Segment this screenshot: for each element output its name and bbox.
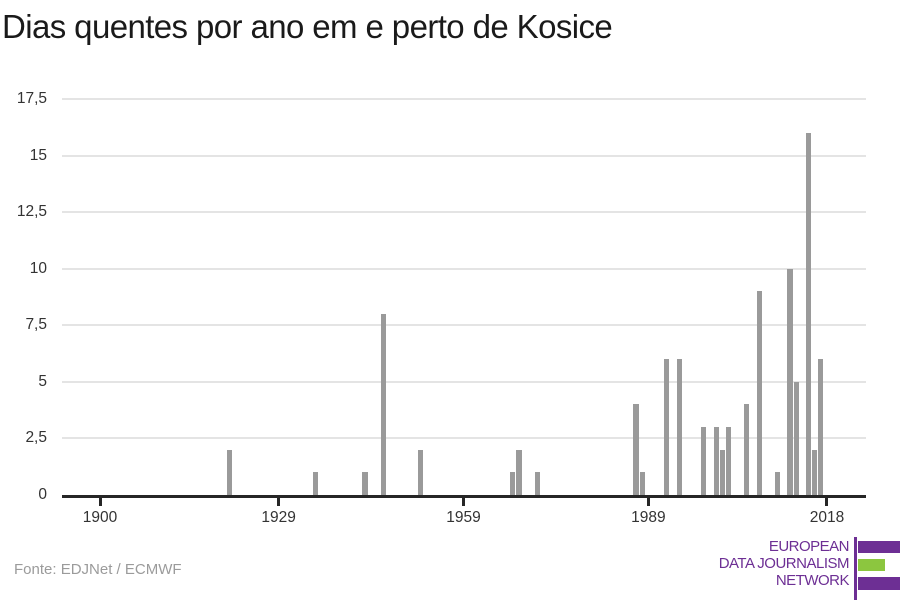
bar-1946[interactable] (380, 313, 386, 495)
x-axis-line (62, 495, 866, 498)
x-tick-1900 (98, 498, 102, 506)
bar-1952[interactable] (417, 449, 423, 495)
x-tick-1929 (277, 498, 281, 506)
gridline-7,5 (62, 324, 866, 327)
y-tick-label-7,5: 7,5 (25, 316, 47, 334)
bar-2013[interactable] (793, 381, 799, 495)
bar-1992[interactable] (664, 359, 670, 495)
bar-2016[interactable] (812, 449, 818, 495)
bar-1987[interactable] (633, 404, 639, 495)
bar-2002[interactable] (725, 427, 731, 495)
edjn-logo-text: EUROPEAN DATA JOURNALISM NETWORK (718, 538, 850, 589)
x-tick-2018 (825, 498, 829, 506)
gridline-10 (62, 267, 866, 270)
bar-2017[interactable] (818, 359, 824, 495)
logo-bar-purple-top (858, 541, 900, 553)
y-tick-label-0: 0 (38, 486, 47, 503)
bar-1988[interactable] (639, 472, 645, 495)
bar-2012[interactable] (787, 268, 793, 495)
bar-2000[interactable] (713, 427, 719, 495)
bar-1967[interactable] (510, 472, 516, 495)
x-tick-label-1959: 1959 (446, 509, 481, 526)
bar-1998[interactable] (701, 427, 707, 495)
bar-2001[interactable] (719, 449, 725, 495)
gridline-12,5 (62, 211, 866, 214)
chart-title: Dias quentes por ano em e perto de Kosic… (2, 8, 613, 45)
x-tick-label-1989: 1989 (631, 509, 666, 526)
bar-1943[interactable] (362, 472, 368, 495)
edjn-logo: EUROPEAN DATA JOURNALISM NETWORK (690, 530, 900, 600)
bar-1921[interactable] (226, 449, 232, 495)
gridline-15 (62, 154, 866, 157)
bar-1971[interactable] (534, 472, 541, 495)
bar-1968[interactable] (516, 449, 522, 495)
x-tick-label-1929: 1929 (261, 509, 296, 526)
x-tick-label-2018: 2018 (809, 509, 845, 526)
y-tick-label-10: 10 (29, 259, 47, 277)
logo-bar-purple-bottom (858, 577, 900, 590)
y-tick-label-2,5: 2,5 (25, 429, 47, 447)
y-tick-label-17,5: 17,5 (16, 89, 47, 107)
y-tick-label-15: 15 (29, 146, 47, 164)
gridline-5 (62, 380, 866, 383)
logo-line-european: EUROPEAN (768, 538, 850, 555)
logo-bar-green (858, 559, 885, 571)
y-tick-label-12,5: 12,5 (16, 203, 47, 221)
logo-line-data-journalism: DATA JOURNALISM (718, 555, 850, 572)
bar-1935[interactable] (313, 472, 319, 495)
bar-2005[interactable] (744, 404, 750, 495)
y-tick-label-5: 5 (38, 372, 47, 390)
bar-1994[interactable] (676, 359, 682, 495)
gridline-17,5 (62, 97, 866, 100)
logo-line-network: NETWORK (775, 572, 850, 589)
bar-2015[interactable] (805, 132, 812, 495)
x-tick-label-1900: 1900 (82, 509, 118, 526)
bar-2007[interactable] (756, 291, 762, 495)
x-tick-1959 (461, 498, 465, 506)
gridline-2,5 (62, 437, 866, 440)
bar-2010[interactable] (775, 472, 781, 495)
x-tick-1989 (646, 498, 650, 506)
logo-vertical-rule (854, 537, 857, 600)
source-note: Fonte: EDJNet / ECMWF (14, 561, 182, 578)
